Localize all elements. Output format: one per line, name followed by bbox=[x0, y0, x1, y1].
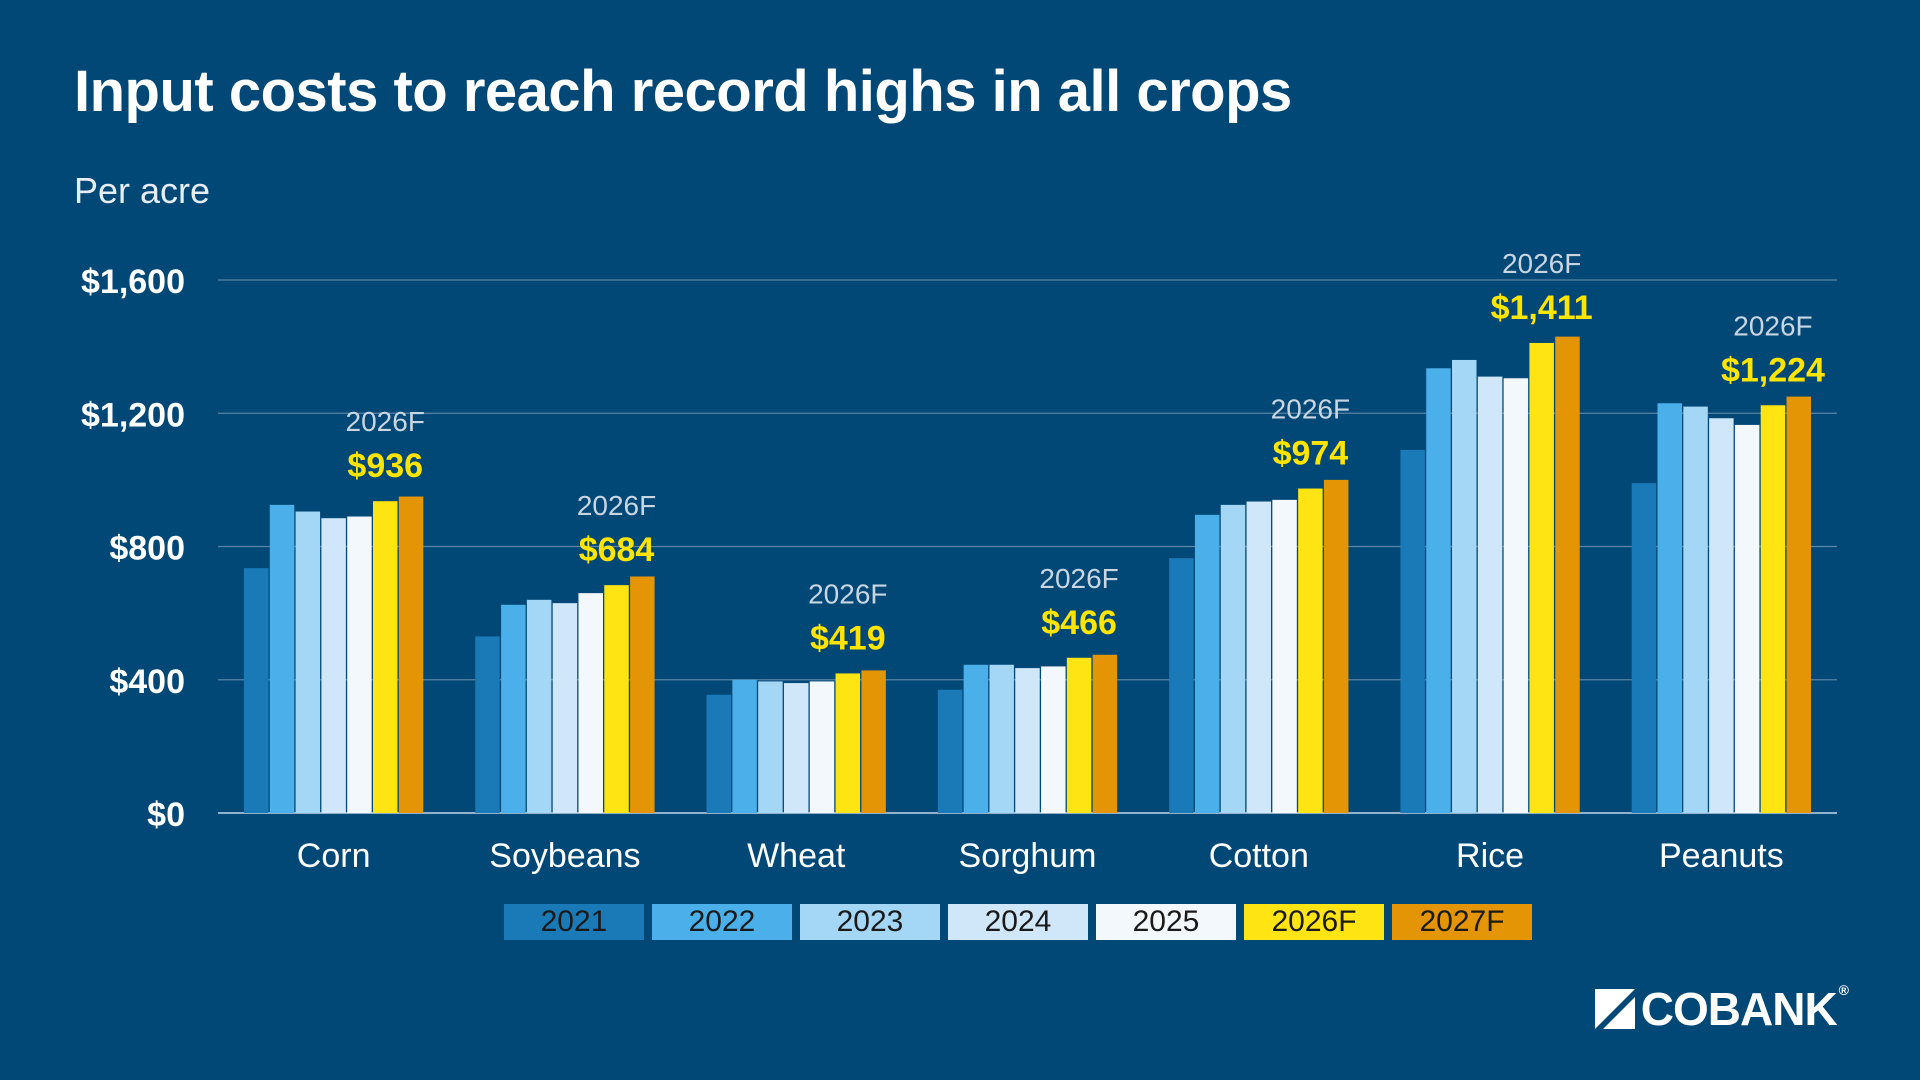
bar-cotton-2023 bbox=[1220, 504, 1246, 813]
data-label: $974 bbox=[1273, 435, 1349, 473]
bar-corn-2023 bbox=[295, 511, 321, 813]
bar-chart: $0 $400 $800 $1,200 $1,600 Corn $936 2026F Soybe… bbox=[81, 248, 1837, 875]
bar-rice-2025 bbox=[1503, 378, 1529, 813]
bar-sorghum-2026f bbox=[1066, 657, 1092, 813]
bar-peanuts-2026f bbox=[1760, 405, 1786, 813]
forecast-tag: 2026F bbox=[1502, 248, 1581, 279]
bar-sorghum-2027f bbox=[1092, 654, 1118, 813]
bar-soybeans-2024 bbox=[552, 603, 578, 813]
forecast-tag: 2026F bbox=[346, 406, 425, 437]
x-tick-label: Rice bbox=[1456, 837, 1524, 875]
bar-wheat-2027f bbox=[861, 670, 886, 813]
bar-soybeans-2026f bbox=[604, 585, 629, 813]
data-label: $936 bbox=[347, 447, 423, 485]
bar-corn-2021 bbox=[243, 568, 269, 813]
bar-cotton-2021 bbox=[1169, 558, 1194, 813]
bar-soybeans-2025 bbox=[578, 593, 603, 813]
forecast-tag: 2026F bbox=[1271, 394, 1350, 425]
y-tick-label: $400 bbox=[109, 663, 185, 701]
forecast-tag: 2026F bbox=[1039, 563, 1118, 594]
bar-corn-2022 bbox=[269, 504, 295, 813]
cobank-logo: CoBank ® bbox=[1594, 982, 1849, 1036]
forecast-tag: 2026F bbox=[577, 490, 656, 521]
bar-soybeans-2027f bbox=[630, 576, 655, 813]
bar-wheat-2023 bbox=[758, 681, 783, 813]
bar-rice-2021 bbox=[1400, 449, 1425, 813]
bar-cotton-2024 bbox=[1246, 501, 1272, 813]
bar-corn-2024 bbox=[321, 518, 346, 813]
bar-peanuts-2023 bbox=[1683, 406, 1708, 813]
x-tick-label: Wheat bbox=[747, 837, 846, 875]
y-tick-label: $0 bbox=[147, 796, 185, 834]
x-tick-label: Soybeans bbox=[489, 837, 640, 875]
bar-wheat-2021 bbox=[706, 694, 732, 813]
bar-soybeans-2022 bbox=[501, 604, 526, 813]
bar-sorghum-2024 bbox=[1015, 668, 1040, 813]
bar-wheat-2022 bbox=[732, 679, 757, 813]
bar-soybeans-2023 bbox=[526, 599, 552, 813]
x-tick-label: Corn bbox=[297, 837, 371, 875]
bar-rice-2026f bbox=[1529, 342, 1554, 813]
bar-peanuts-2027f bbox=[1786, 396, 1812, 813]
bar-rice-2024 bbox=[1477, 376, 1503, 813]
forecast-tag: 2026F bbox=[808, 578, 887, 609]
legend-item-2025: 2025 bbox=[1096, 904, 1236, 940]
chart-title: Input costs to reach record highs in all… bbox=[74, 59, 1292, 124]
bar-wheat-2025 bbox=[809, 681, 835, 813]
bar-wheat-2024 bbox=[783, 683, 809, 813]
bar-rice-2022 bbox=[1426, 368, 1451, 813]
cobank-logo-mark-icon bbox=[1594, 989, 1635, 1029]
legend-item-2021: 2021 bbox=[504, 904, 644, 940]
logo-wordmark: CoBank bbox=[1640, 983, 1838, 1035]
bar-peanuts-2025 bbox=[1734, 424, 1760, 813]
bar-cotton-2027f bbox=[1323, 479, 1349, 813]
y-tick-label: $1,200 bbox=[81, 396, 185, 434]
legend-item-2024: 2024 bbox=[948, 904, 1088, 940]
y-tick-label: $1,600 bbox=[81, 263, 185, 301]
x-tick-label: Cotton bbox=[1209, 837, 1309, 875]
bar-rice-2027f bbox=[1555, 336, 1580, 813]
bar-sorghum-2022 bbox=[963, 664, 989, 813]
bar-corn-2027f bbox=[398, 496, 424, 813]
cobank-logo-text: CoBank ® bbox=[1640, 982, 1849, 1036]
data-label: $684 bbox=[579, 531, 655, 569]
bar-sorghum-2025 bbox=[1041, 666, 1066, 813]
legend: 2021 2022 2023 2024 2025 2026F 2027F bbox=[504, 904, 1532, 940]
bar-wheat-2026f bbox=[835, 673, 861, 813]
bar-peanuts-2022 bbox=[1657, 403, 1683, 813]
legend-item-2027f: 2027F bbox=[1392, 904, 1532, 940]
data-label: $1,224 bbox=[1721, 351, 1825, 389]
data-label: $1,411 bbox=[1491, 289, 1593, 327]
forecast-tag: 2026F bbox=[1733, 310, 1812, 341]
legend-item-2026f: 2026F bbox=[1244, 904, 1384, 940]
bar-peanuts-2024 bbox=[1709, 418, 1734, 813]
bar-corn-2026f bbox=[372, 501, 398, 813]
data-label: $466 bbox=[1041, 604, 1117, 642]
bar-cotton-2022 bbox=[1194, 514, 1220, 813]
bar-peanuts-2021 bbox=[1631, 483, 1657, 813]
logo-registered-mark: ® bbox=[1838, 982, 1849, 998]
bar-rice-2023 bbox=[1452, 359, 1477, 813]
x-tick-label: Sorghum bbox=[959, 837, 1097, 875]
bar-soybeans-2021 bbox=[475, 636, 500, 813]
legend-item-2023: 2023 bbox=[800, 904, 940, 940]
bar-corn-2025 bbox=[347, 516, 372, 813]
chart-subtitle: Per acre bbox=[74, 170, 211, 211]
bar-cotton-2026f bbox=[1298, 488, 1323, 813]
legend-item-2022: 2022 bbox=[652, 904, 792, 940]
y-tick-label: $800 bbox=[109, 530, 185, 568]
bar-sorghum-2021 bbox=[937, 689, 963, 813]
x-tick-label: Peanuts bbox=[1659, 837, 1784, 875]
data-label: $419 bbox=[810, 619, 886, 657]
bar-sorghum-2023 bbox=[989, 664, 1014, 813]
bar-cotton-2025 bbox=[1272, 499, 1297, 813]
